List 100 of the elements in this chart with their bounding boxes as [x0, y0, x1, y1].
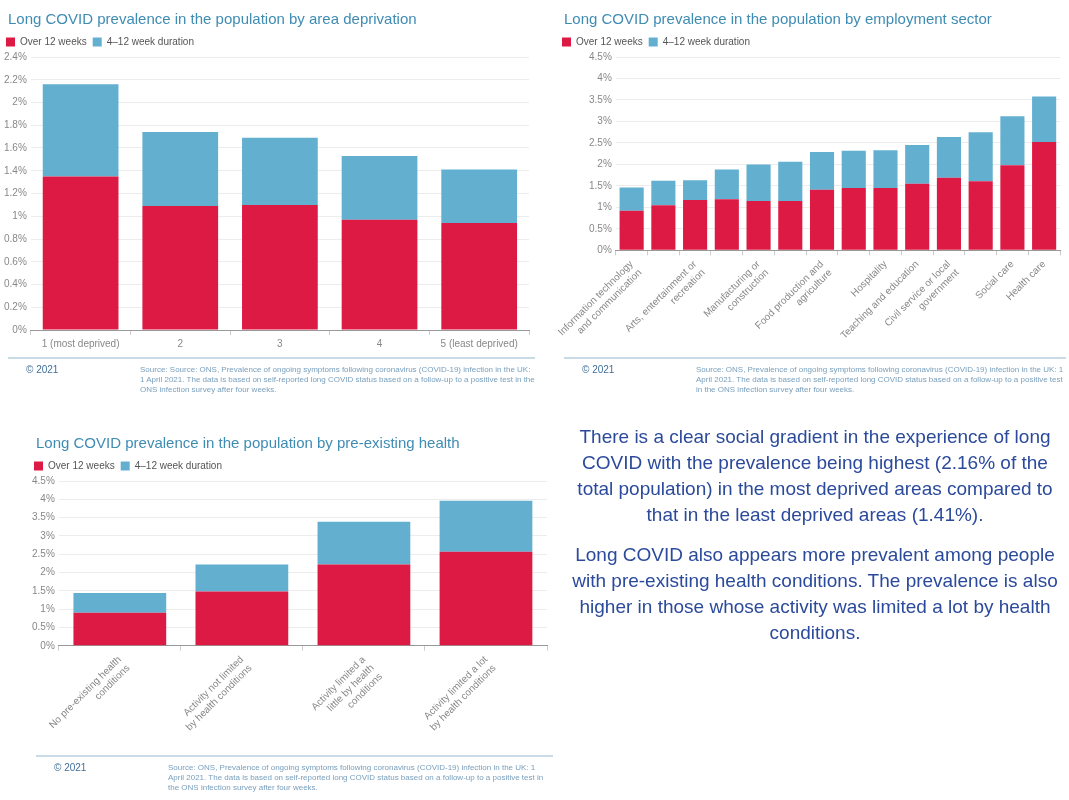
bar: [195, 591, 289, 646]
text: © 2021: [53, 762, 88, 775]
bar: [683, 180, 708, 201]
y-tick-label: 0.2%: [4, 301, 27, 312]
bar: [936, 136, 961, 178]
bar: [317, 521, 411, 565]
y-tick-label: 4.5%: [32, 474, 55, 486]
y-tick-label: 1.8%: [4, 119, 27, 130]
bar: [873, 188, 898, 250]
legend-label: 4–12 week duration: [134, 459, 222, 471]
bar: [841, 150, 866, 189]
bar: [439, 500, 533, 552]
bar: [714, 169, 739, 200]
y-tick-label: 1%: [597, 201, 612, 213]
source-note: Source: ONS, Prevalence of ongoing symptoms following coronavirus (COVID-19) infection in the UK: 1 April 2021. The data is based on self-reported long COVID status based on a follow-up to a positive test in the ONS infection survey after four weeks.: [696, 365, 1065, 395]
text: © 2021: [25, 364, 60, 377]
y-tick-label: 4%: [597, 72, 612, 84]
y-tick-label: 0%: [40, 639, 55, 651]
x-tick-label: 1 (most deprived): [41, 337, 120, 349]
bar: [968, 181, 993, 250]
y-tick-label: 1.2%: [4, 187, 27, 199]
legend-label: 4–12 week duration: [662, 35, 750, 47]
bar: [242, 137, 318, 205]
y-tick-label: 0.8%: [4, 232, 27, 244]
bar: [746, 200, 771, 250]
y-tick-label: 1%: [12, 210, 27, 221]
bar: [778, 161, 803, 201]
bar: [439, 551, 533, 646]
y-tick-label: 1.4%: [4, 164, 27, 176]
bar: [142, 132, 219, 207]
bar: [441, 223, 518, 330]
y-tick-label: 2.5%: [588, 136, 612, 148]
y-tick-label: 0%: [12, 323, 27, 335]
bar: [195, 564, 289, 592]
y-tick-label: 1.5%: [32, 584, 55, 596]
y-tick-label: 2.2%: [4, 73, 27, 85]
y-tick-label: 3.5%: [32, 511, 55, 523]
y-tick-label: 2.5%: [32, 547, 55, 559]
y-tick-label: 2%: [12, 96, 27, 108]
bar: [1000, 165, 1025, 250]
bar: [341, 219, 418, 330]
y-tick-label: 0.6%: [4, 255, 27, 267]
bar: [714, 199, 739, 250]
bar: [651, 180, 676, 206]
y-tick-label: 2.4%: [4, 50, 27, 62]
y-tick-label: 3%: [597, 115, 612, 127]
legend-label: Over 12 weeks: [20, 35, 87, 47]
bar: [873, 150, 898, 189]
bar: [619, 210, 644, 250]
bar: [746, 164, 771, 201]
text: © 2021: [581, 364, 616, 377]
bar: [809, 189, 835, 250]
y-tick-label: 4%: [40, 493, 55, 505]
bar: [1032, 96, 1057, 143]
bar: [441, 169, 518, 224]
bar: [841, 188, 866, 250]
y-tick-label: 2%: [40, 566, 55, 578]
y-tick-label: 1.5%: [588, 179, 612, 191]
y-tick-label: 2%: [597, 158, 612, 170]
bar: [905, 183, 930, 250]
text: Long COVID also appears more prevalent among people with pre-existing health conditions. The prevalence is also higher in those whose activity was limited a lot by health conditions.: [571, 543, 1059, 645]
bar: [73, 593, 167, 613]
bar: [936, 177, 961, 250]
x-tick-label: 3: [277, 337, 284, 349]
bar: [905, 145, 930, 184]
legend-label: Over 12 weeks: [576, 35, 643, 47]
bar: [73, 612, 167, 646]
y-tick-label: 0.4%: [4, 278, 27, 290]
text: There is a clear social gradient in the experience of long COVID with the prevalence being highest (2.16% of the total population) in the most deprived areas compared to that in the least deprived areas (1.41%).: [576, 425, 1054, 527]
y-tick-label: 0%: [597, 244, 612, 256]
bar: [142, 206, 219, 330]
bar: [42, 176, 119, 330]
bar: [778, 200, 803, 250]
x-tick-label: 2: [177, 337, 184, 349]
y-tick-label: 3.5%: [588, 93, 612, 105]
bar: [1032, 142, 1057, 250]
bar: [619, 187, 644, 211]
source-note: Source: Source: ONS, Prevalence of ongoing symptoms following coronavirus (COVID-19) infection in the UK: 1 April 2021. The data is based on self-reported long COVID status based on a follow-up to a positive test in the ONS infection survey after four weeks.: [140, 365, 535, 395]
y-tick-label: 0.5%: [32, 621, 55, 633]
bar: [1000, 116, 1025, 166]
legend-label: Over 12 weeks: [48, 459, 115, 471]
chart-title: Long COVID prevalence in the population by pre-existing health: [35, 433, 461, 453]
bar: [242, 204, 318, 330]
y-tick-label: 4.5%: [588, 50, 612, 62]
y-tick-label: 0.5%: [588, 222, 612, 234]
legend-label: 4–12 week duration: [106, 35, 194, 47]
bar: [651, 205, 676, 250]
bar: [683, 200, 708, 250]
bar: [317, 564, 411, 646]
y-tick-label: 1.6%: [4, 141, 27, 153]
x-tick-label: 4: [376, 337, 383, 349]
x-tick-label: 5 (least deprived): [440, 337, 518, 349]
bar: [809, 151, 835, 190]
y-tick-label: 3%: [40, 529, 55, 541]
bar: [968, 132, 993, 182]
bar: [42, 84, 119, 177]
y-tick-label: 1%: [40, 602, 55, 614]
source-note: Source: ONS, Prevalence of ongoing symptoms following coronavirus (COVID-19) infection in the UK: 1 April 2021. The data is based on self-reported long COVID status based on a follow-up to a positive test in the ONS infection survey after four weeks.: [168, 763, 545, 793]
chart-title: Long COVID prevalence in the population by employment sector: [563, 9, 993, 29]
chart-title: Long COVID prevalence in the population by area deprivation: [7, 9, 418, 29]
